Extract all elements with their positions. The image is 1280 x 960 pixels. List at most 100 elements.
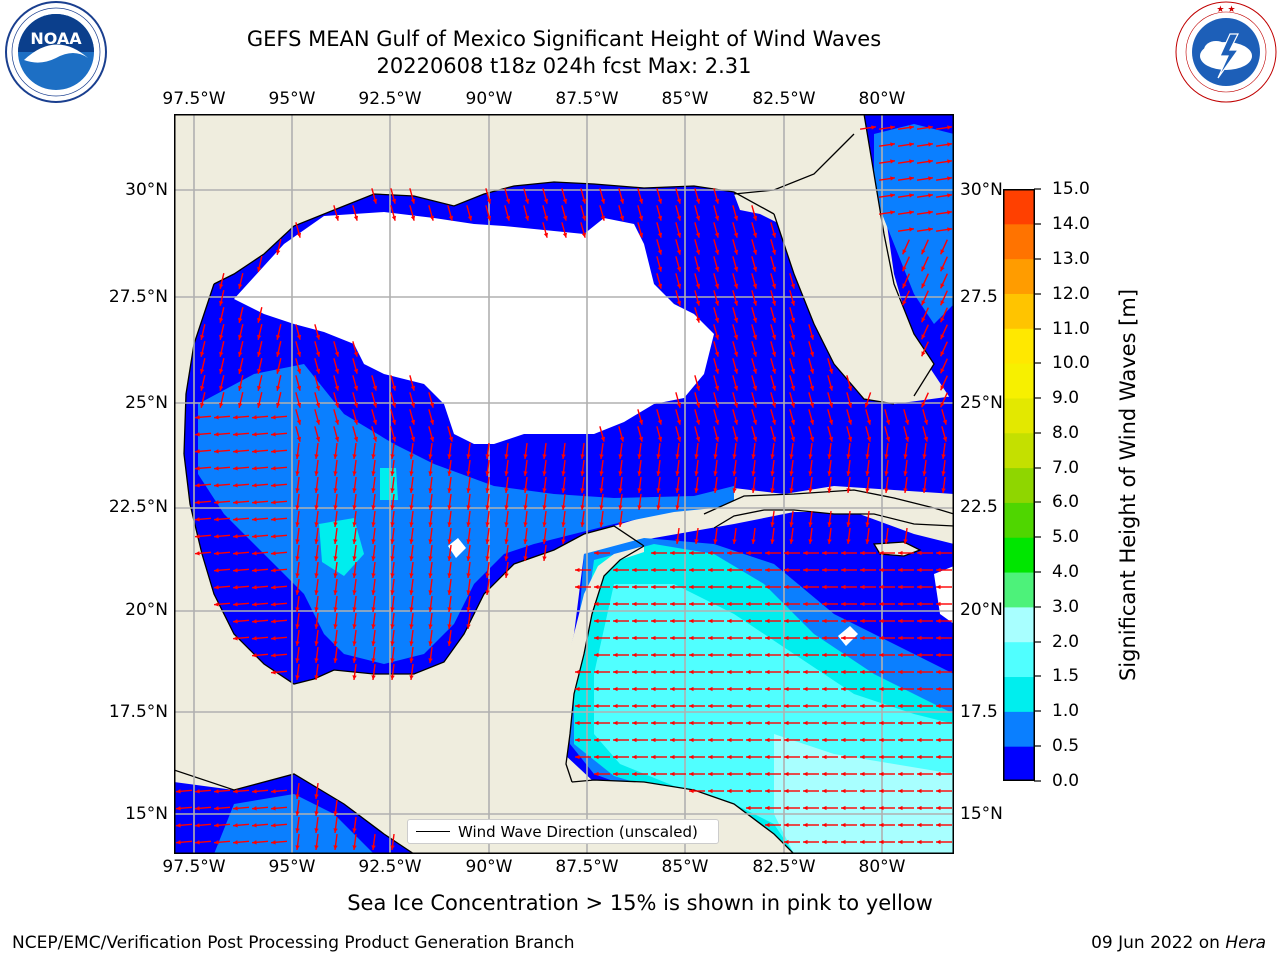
wind-arrow-head — [670, 703, 675, 709]
lat-label: 30°N — [125, 180, 168, 200]
wind-arrow-head — [676, 436, 682, 442]
wind-arrow-head — [752, 436, 758, 442]
wind-arrow-head — [765, 635, 770, 641]
wind-arrow-head — [580, 522, 585, 527]
wind-arrow-head — [921, 402, 926, 408]
wind-arrow-head — [657, 198, 663, 204]
wind-arrow-head — [409, 522, 414, 527]
wind-arrow-head — [708, 771, 713, 777]
wind-arrow-head — [928, 193, 933, 198]
wind-arrow-head — [765, 669, 770, 675]
wind-arrow-head — [940, 368, 945, 374]
wind-arrow-head — [732, 471, 737, 476]
wind-arrow-head — [670, 635, 675, 641]
wind-arrow-head — [580, 471, 585, 476]
wind-arrow-head — [447, 522, 452, 527]
wind-arrow-head — [917, 754, 922, 760]
wind-arrow-head — [708, 635, 713, 641]
wind-arrow-head — [314, 675, 319, 680]
wind-arrow-head — [847, 402, 853, 408]
lat-label: 22.5°N — [108, 497, 168, 517]
wind-arrow-head — [295, 624, 300, 629]
wind-arrow-head — [860, 601, 865, 607]
wind-arrow-head — [841, 720, 846, 726]
wind-arrow-head — [214, 449, 219, 454]
wind-arrow-head — [714, 232, 720, 238]
wind-arrow-head — [372, 436, 378, 442]
wind-arrow-head — [371, 454, 376, 459]
wind-arrow-head — [727, 703, 732, 709]
lon-label: 95°W — [268, 89, 316, 109]
wind-arrow-head — [542, 556, 547, 561]
wind-arrow-head — [333, 845, 338, 850]
wind-arrow-head — [296, 419, 302, 425]
wind-arrow-head — [917, 669, 922, 675]
wind-arrow-head — [542, 522, 547, 527]
wind-arrow-head — [670, 618, 675, 624]
wind-arrow-head — [295, 471, 300, 476]
wind-arrow-head — [771, 334, 777, 340]
wind-arrow-head — [581, 215, 587, 221]
colorbar-tick-label: 11.0 — [1052, 319, 1090, 339]
wind-arrow-head — [752, 419, 758, 425]
wind-arrow-head — [746, 635, 751, 641]
wind-arrow-head — [651, 737, 656, 743]
wind-arrow-head — [809, 385, 815, 391]
wind-arrow-head — [841, 788, 846, 794]
wind-arrow-head — [822, 839, 827, 845]
wind-arrow-head — [195, 449, 200, 454]
lon-label: 97.5°W — [162, 89, 226, 109]
lat-label: 15°N — [125, 804, 168, 824]
wind-arrow-head — [176, 823, 181, 828]
wind-arrow-head — [219, 385, 224, 391]
wind-arrow-head — [315, 436, 321, 442]
colorbar-segment — [1003, 537, 1035, 573]
wind-arrow-head — [708, 754, 713, 760]
wind-arrow-head — [252, 432, 257, 437]
wind-arrow-head — [314, 794, 319, 799]
wind-arrow-head — [864, 402, 869, 408]
wind-arrow-head — [333, 488, 338, 493]
colorbar-segment — [1003, 746, 1035, 781]
wind-arrow-head — [651, 567, 656, 573]
wind-arrow-head — [504, 454, 509, 459]
wind-arrow-head — [352, 539, 357, 544]
colorbar-ticks — [1034, 188, 1041, 782]
wind-arrow-head — [928, 125, 933, 130]
wind-arrow-head — [714, 351, 720, 357]
wind-arrow-head — [928, 210, 933, 215]
wind-arrow-head — [619, 436, 625, 442]
wind-arrow-head — [580, 488, 585, 493]
wind-arrow-head — [352, 845, 357, 850]
wind-arrow-head — [295, 675, 300, 680]
wind-arrow-head — [822, 737, 827, 743]
wind-arrow-head — [936, 669, 941, 675]
wind-arrow-head — [295, 454, 300, 459]
wind-arrow-head — [790, 385, 796, 391]
colorbar-segment — [1003, 502, 1035, 538]
wind-arrow-head — [917, 771, 922, 777]
wind-arrow-head — [714, 249, 720, 255]
wind-arrow-head — [271, 568, 276, 573]
wind-arrow-head — [295, 828, 300, 833]
wind-arrow-head — [371, 675, 376, 680]
wind-arrow-head — [923, 436, 929, 442]
wind-arrow-head — [822, 720, 827, 726]
wind-arrow-head — [828, 385, 834, 391]
wind-arrow-head — [390, 590, 395, 595]
wind-arrow-head — [252, 585, 257, 590]
wind-arrow-head — [233, 466, 238, 471]
wind-arrow-head — [276, 351, 281, 357]
wind-arrow-head — [803, 805, 808, 811]
wind-arrow-head — [771, 249, 777, 255]
wind-arrow-head — [314, 590, 319, 595]
wind-arrow-head — [803, 567, 808, 573]
wind-arrow-head — [841, 737, 846, 743]
wind-arrow-head — [447, 573, 452, 578]
wind-arrow-head — [714, 283, 720, 289]
wind-arrow-head — [296, 334, 302, 340]
wind-arrow-head — [314, 539, 319, 544]
wind-arrow-head — [803, 550, 808, 556]
wind-arrow-head — [727, 737, 732, 743]
colorbar-tick-label: 3.0 — [1052, 597, 1080, 617]
